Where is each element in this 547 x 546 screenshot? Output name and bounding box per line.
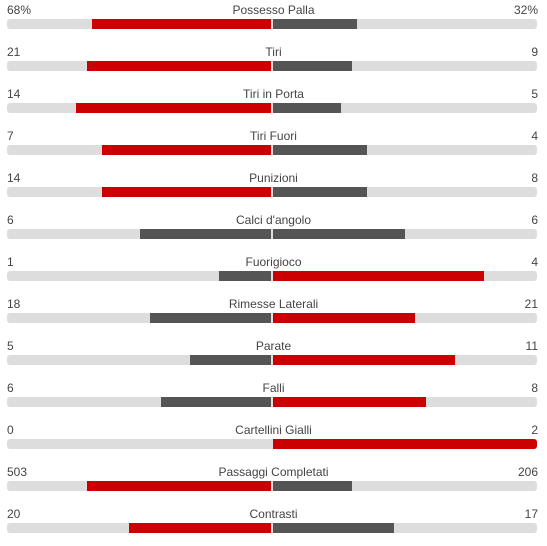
- stat-label: Punizioni: [249, 171, 298, 185]
- home-bar: [139, 229, 271, 239]
- stat-label: Falli: [262, 381, 285, 395]
- away-bar: [273, 439, 537, 449]
- home-value: 21: [7, 45, 21, 59]
- away-bar: [273, 355, 455, 365]
- away-value: 8: [531, 381, 538, 395]
- stat-bar-track: [7, 19, 537, 29]
- stat-bar-track: [7, 397, 537, 407]
- home-value: 18: [7, 297, 21, 311]
- stat-label: Fuorigioco: [245, 255, 302, 269]
- stat-bar-track: [7, 229, 537, 239]
- stat-label: Tiri in Porta: [243, 87, 304, 101]
- home-value: 20: [7, 507, 21, 521]
- away-value: 8: [531, 171, 538, 185]
- stat-bar-track: [7, 523, 537, 533]
- away-value: 17: [524, 507, 538, 521]
- away-bar: [273, 103, 341, 113]
- stat-label: Tiri Fuori: [250, 129, 297, 143]
- away-bar: [273, 229, 405, 239]
- stat-row-tiri-fuori: 7 Tiri Fuori 4: [0, 126, 547, 168]
- home-bar: [75, 103, 271, 113]
- stat-label: Possesso Palla: [232, 3, 315, 17]
- stat-bar-track: [7, 145, 537, 155]
- home-bar: [160, 397, 271, 407]
- home-bar: [91, 19, 271, 29]
- home-value: 503: [7, 465, 28, 479]
- away-bar: [273, 61, 352, 71]
- stat-row-punizioni: 14 Punizioni 8: [0, 168, 547, 210]
- home-value: 5: [7, 339, 14, 353]
- stat-row-tiri-in-porta: 14 Tiri in Porta 5: [0, 84, 547, 126]
- stat-bar-track: [7, 439, 537, 449]
- away-bar: [273, 523, 394, 533]
- stat-bar-track: [7, 481, 537, 491]
- stat-label: Rimesse Laterali: [228, 297, 319, 311]
- away-bar: [273, 19, 357, 29]
- away-value: 6: [531, 213, 538, 227]
- stat-row-possesso-palla: 68% Possesso Palla 32%: [0, 0, 547, 42]
- stat-label: Contrasti: [249, 507, 298, 521]
- away-bar: [273, 481, 352, 491]
- home-value: 1: [7, 255, 14, 269]
- home-bar: [128, 523, 271, 533]
- away-bar: [273, 145, 368, 155]
- home-value: 14: [7, 171, 21, 185]
- away-value: 5: [531, 87, 538, 101]
- away-bar: [273, 313, 416, 323]
- away-value: 2: [531, 423, 538, 437]
- home-bar: [102, 145, 271, 155]
- stat-bar-track: [7, 187, 537, 197]
- stat-label: Tiri: [265, 45, 282, 59]
- stat-row-cartellini-gialli: 0 Cartellini Gialli 2: [0, 420, 547, 462]
- home-value: 68%: [7, 3, 32, 17]
- home-bar: [86, 481, 271, 491]
- home-value: 6: [7, 381, 14, 395]
- home-bar: [102, 187, 271, 197]
- stat-bar-track: [7, 103, 537, 113]
- stat-row-tiri: 21 Tiri 9: [0, 42, 547, 84]
- away-value: 4: [531, 129, 538, 143]
- away-value: 21: [524, 297, 538, 311]
- home-value: 7: [7, 129, 14, 143]
- stat-label: Parate: [255, 339, 292, 353]
- stat-bar-track: [7, 355, 537, 365]
- away-value: 11: [525, 339, 538, 353]
- stat-row-calci-d-angolo: 6 Calci d'angolo 6: [0, 210, 547, 252]
- stat-row-contrasti: 20 Contrasti 17: [0, 504, 547, 546]
- stat-label: Cartellini Gialli: [235, 423, 312, 437]
- home-bar: [86, 61, 271, 71]
- stat-row-rimesse-laterali: 18 Rimesse Laterali 21: [0, 294, 547, 336]
- home-value: 14: [7, 87, 21, 101]
- away-bar: [273, 187, 368, 197]
- home-bar: [219, 271, 271, 281]
- home-bar: [189, 355, 271, 365]
- stat-bar-track: [7, 61, 537, 71]
- away-value: 206: [517, 465, 538, 479]
- away-bar: [273, 271, 484, 281]
- home-value: 6: [7, 213, 14, 227]
- stat-label: Calci d'angolo: [235, 213, 311, 227]
- stat-row-parate: 5 Parate 11: [0, 336, 547, 378]
- stat-label: Passaggi Completati: [218, 465, 329, 479]
- stat-row-fuorigioco: 1 Fuorigioco 4: [0, 252, 547, 294]
- away-value: 32%: [513, 3, 538, 17]
- away-value: 4: [531, 255, 538, 269]
- stat-row-falli: 6 Falli 8: [0, 378, 547, 420]
- stat-bar-track: [7, 313, 537, 323]
- stat-row-passaggi-completati: 503 Passaggi Completati 206: [0, 462, 547, 504]
- home-bar: [150, 313, 271, 323]
- home-value: 0: [7, 423, 14, 437]
- away-value: 9: [531, 45, 538, 59]
- stat-bar-track: [7, 271, 537, 281]
- away-bar: [273, 397, 426, 407]
